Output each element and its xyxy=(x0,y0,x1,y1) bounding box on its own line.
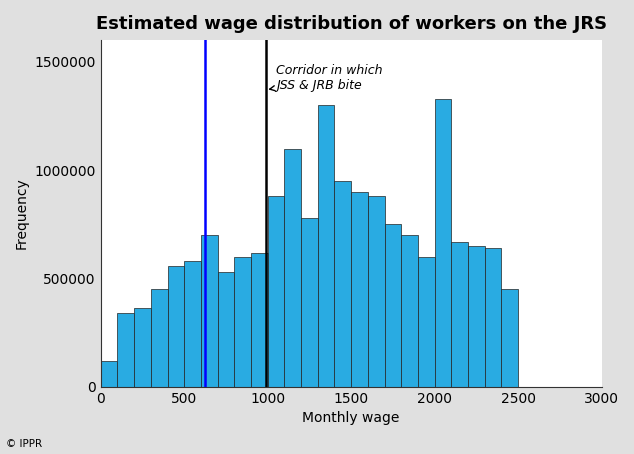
Bar xyxy=(301,218,318,387)
Bar xyxy=(484,248,501,387)
Bar xyxy=(285,148,301,387)
Text: © IPPR: © IPPR xyxy=(6,439,42,449)
Bar xyxy=(468,246,484,387)
Bar xyxy=(167,266,184,387)
Bar xyxy=(318,105,335,387)
Bar xyxy=(368,196,385,387)
X-axis label: Monthly wage: Monthly wage xyxy=(302,411,400,425)
Bar xyxy=(335,181,351,387)
Bar xyxy=(184,261,201,387)
Bar xyxy=(251,252,268,387)
Bar xyxy=(434,99,451,387)
Text: Corridor in which
JSS & JRB bite: Corridor in which JSS & JRB bite xyxy=(269,64,382,92)
Bar xyxy=(235,257,251,387)
Bar xyxy=(217,272,235,387)
Bar xyxy=(268,196,285,387)
Bar xyxy=(401,235,418,387)
Bar xyxy=(451,242,468,387)
Bar xyxy=(501,289,518,387)
Y-axis label: Frequency: Frequency xyxy=(15,178,29,249)
Bar xyxy=(101,361,117,387)
Bar xyxy=(351,192,368,387)
Title: Estimated wage distribution of workers on the JRS: Estimated wage distribution of workers o… xyxy=(96,15,607,33)
Bar xyxy=(201,235,217,387)
Bar xyxy=(151,289,167,387)
Bar xyxy=(117,313,134,387)
Bar xyxy=(134,308,151,387)
Bar xyxy=(418,257,434,387)
Bar xyxy=(385,224,401,387)
